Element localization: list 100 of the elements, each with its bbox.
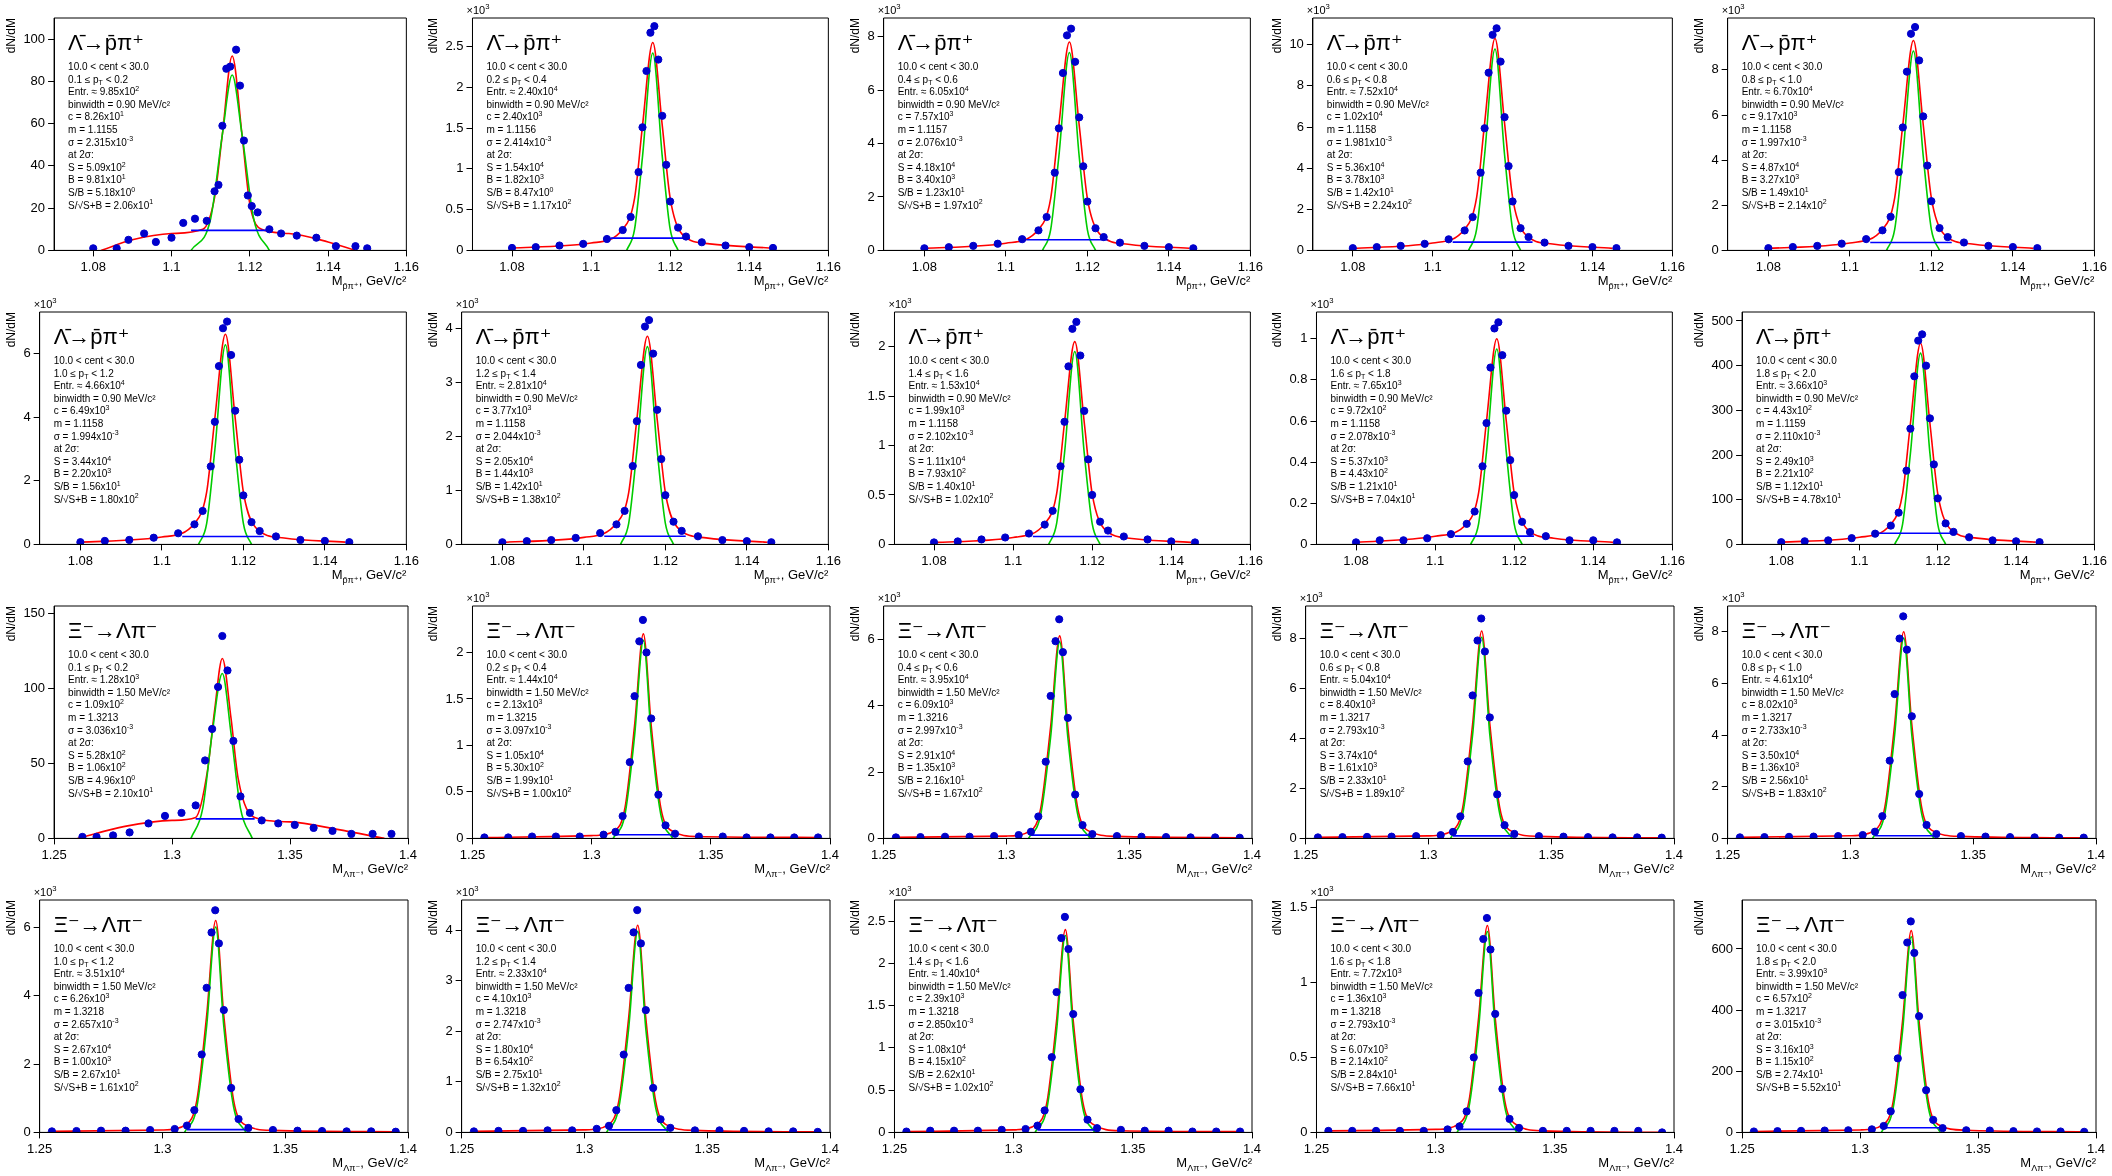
point bbox=[721, 241, 730, 250]
text: Λ̄→p̄π⁺ bbox=[1330, 324, 1407, 349]
x-tick-label: 1.4 bbox=[1664, 1140, 1684, 1156]
x-tick-label: 1.35 bbox=[277, 846, 303, 862]
y-tick-label: 0 bbox=[867, 241, 875, 257]
annotation: 10.0 < cent < 30.0 bbox=[68, 649, 150, 660]
x-tick-label: 1.1 bbox=[1423, 258, 1442, 274]
point bbox=[328, 826, 337, 835]
point bbox=[200, 756, 210, 765]
text: Ξ⁻→Λπ⁻ bbox=[908, 912, 998, 937]
point bbox=[1634, 1126, 1643, 1133]
point bbox=[1981, 832, 1990, 839]
point bbox=[965, 832, 974, 839]
y-tick-label: 0 bbox=[23, 1123, 31, 1139]
point bbox=[1399, 536, 1408, 545]
x-tick-label: 1.14 bbox=[734, 552, 760, 568]
point bbox=[1498, 351, 1507, 360]
point bbox=[920, 244, 929, 251]
text: Ξ⁻→Λπ⁻ bbox=[1756, 912, 1846, 937]
x-tick-label: 1.14 bbox=[2000, 258, 2026, 274]
point bbox=[198, 506, 207, 516]
annotation: binwidth = 1.50 MeV/c² bbox=[1319, 686, 1423, 698]
point bbox=[1824, 536, 1833, 545]
point bbox=[742, 537, 751, 545]
x-tick-label: 1.3 bbox=[153, 1140, 172, 1156]
annotation: at 2σ: bbox=[486, 149, 513, 161]
point bbox=[1862, 235, 1871, 244]
point bbox=[498, 538, 507, 545]
point bbox=[1055, 615, 1064, 624]
point bbox=[739, 1126, 749, 1133]
y-tick-label: 8 bbox=[1711, 623, 1719, 639]
point bbox=[1375, 536, 1384, 545]
x-tick-label: 1.14 bbox=[1579, 258, 1606, 274]
point bbox=[1069, 1009, 1078, 1019]
x-tick-label: 1.14 bbox=[1158, 552, 1184, 568]
x-tick-label: 1.4 bbox=[1242, 1140, 1262, 1156]
y-tick-label: 100 bbox=[23, 680, 46, 696]
point bbox=[1886, 1107, 1895, 1116]
point bbox=[1915, 56, 1924, 65]
y-axis-title: dN/dM bbox=[3, 18, 18, 54]
point bbox=[1446, 530, 1456, 539]
y-tick-label: 0 bbox=[878, 535, 886, 551]
y-tick-label: 0 bbox=[37, 241, 46, 257]
y-tick-label: 1.5 bbox=[445, 119, 464, 135]
point bbox=[646, 28, 655, 37]
y-axis-title: dN/dM bbox=[847, 606, 862, 642]
annotation: at 2σ: bbox=[897, 149, 924, 161]
annotation: m = 1.1158 bbox=[1741, 124, 1792, 135]
y-tick-label: 0.5 bbox=[867, 1081, 886, 1097]
annotation: 10.0 < cent < 30.0 bbox=[1741, 649, 1823, 660]
point bbox=[1510, 490, 1519, 500]
text: Λ̄→p̄π⁺ bbox=[486, 30, 563, 55]
point bbox=[1508, 197, 1517, 206]
x-tick-label: 1.16 bbox=[1237, 552, 1264, 568]
y-tick-label: 6 bbox=[1711, 106, 1719, 122]
y-tick-label: 2.5 bbox=[867, 912, 886, 928]
point bbox=[1060, 417, 1069, 426]
point bbox=[125, 535, 134, 545]
point bbox=[206, 462, 215, 471]
point bbox=[1914, 336, 1923, 345]
point bbox=[268, 1125, 278, 1133]
x-tick-label: 1.3 bbox=[575, 1140, 594, 1156]
point bbox=[1057, 933, 1066, 943]
point bbox=[1460, 226, 1469, 235]
point bbox=[121, 1126, 130, 1133]
point bbox=[331, 242, 340, 251]
y-tick-label: 3 bbox=[445, 373, 453, 389]
annotation: at 2σ: bbox=[1741, 737, 1768, 749]
point bbox=[1562, 1126, 1571, 1133]
y-tick-label: 100 bbox=[23, 30, 46, 46]
point bbox=[1949, 527, 1958, 536]
y-tick-label: 0 bbox=[1289, 829, 1297, 845]
point bbox=[234, 1114, 243, 1124]
x-tick-label: 1.16 bbox=[393, 552, 420, 568]
point bbox=[1092, 1124, 1102, 1133]
point bbox=[973, 1126, 982, 1133]
y-tick-label: 600 bbox=[1711, 940, 1734, 956]
point bbox=[210, 187, 219, 196]
x-tick-label: 1.08 bbox=[1768, 552, 1794, 568]
point bbox=[1395, 1126, 1404, 1133]
point bbox=[1164, 1126, 1173, 1133]
point bbox=[1919, 112, 1928, 121]
x-tick-label: 1.12 bbox=[1079, 552, 1105, 568]
x-tick-label: 1.08 bbox=[67, 552, 94, 568]
point bbox=[2033, 244, 2042, 251]
point bbox=[745, 243, 754, 251]
x-tick-label: 1.35 bbox=[698, 846, 724, 862]
point bbox=[1448, 827, 1458, 836]
annotation: binwidth = 0.90 MeV/c² bbox=[897, 98, 1001, 110]
line-series bbox=[1047, 350, 1101, 545]
point bbox=[1903, 938, 1912, 947]
y-axis-title: dN/dM bbox=[1691, 18, 1706, 54]
annotation: 10.0 < cent < 30.0 bbox=[1326, 61, 1408, 72]
point bbox=[1034, 226, 1043, 235]
point bbox=[1588, 243, 1597, 251]
y-tick-label: 0 bbox=[1296, 241, 1304, 257]
point bbox=[1927, 197, 1936, 206]
point bbox=[1898, 123, 1907, 132]
point bbox=[628, 461, 637, 471]
point bbox=[1956, 831, 1966, 839]
